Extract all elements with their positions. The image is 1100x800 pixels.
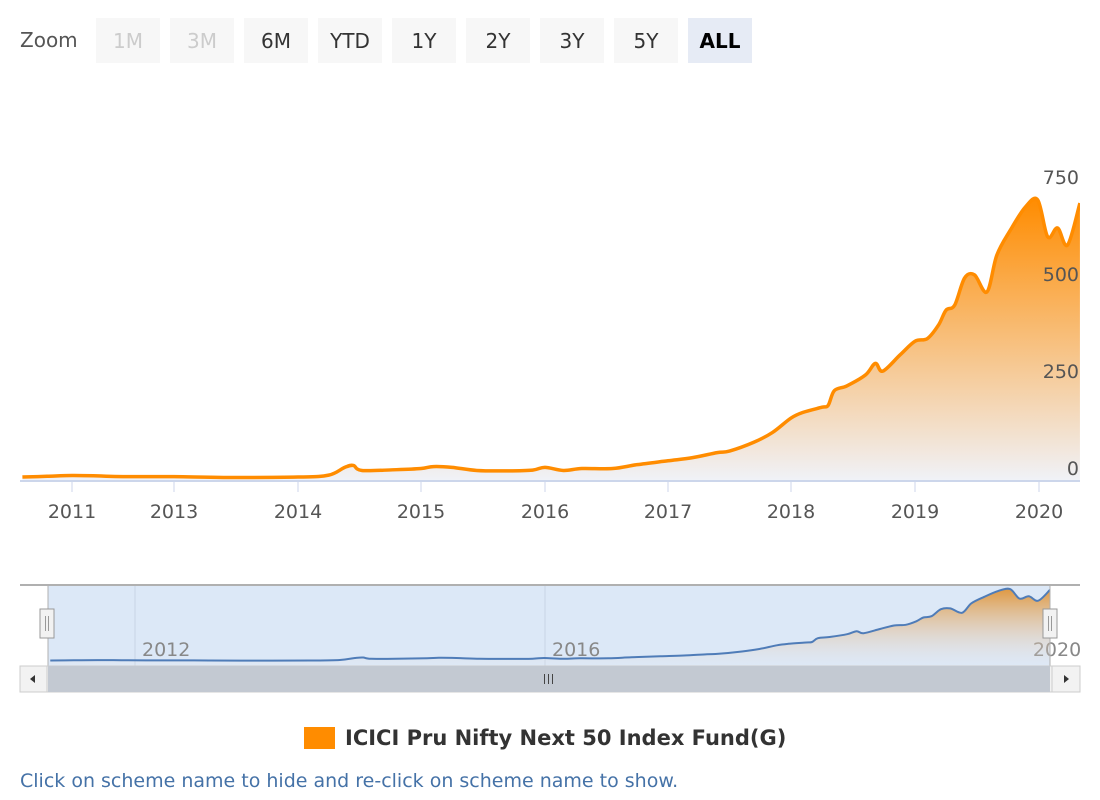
legend-swatch <box>304 727 335 749</box>
range-button-1m: 1M <box>96 18 160 63</box>
navigator-tick-label: 2016 <box>552 639 600 661</box>
y-tick-label: 750 <box>1043 167 1079 189</box>
x-tick-label: 2016 <box>521 501 569 523</box>
navigator-area <box>50 588 1050 666</box>
x-tick-label: 2020 <box>1015 501 1063 523</box>
legend-label: ICICI Pru Nifty Next 50 Index Fund(G) <box>345 726 787 750</box>
legend-item[interactable]: ICICI Pru Nifty Next 50 Index Fund(G) <box>304 726 786 750</box>
y-tick-label: 500 <box>1043 264 1079 286</box>
series-line[interactable] <box>22 196 1080 480</box>
range-button-3m: 3M <box>170 18 234 63</box>
x-tick-label: 2014 <box>274 501 322 523</box>
x-tick-label: 2017 <box>644 501 692 523</box>
scroll-left-button[interactable] <box>19 665 48 693</box>
x-tick-label: 2013 <box>150 501 198 523</box>
range-button-1y[interactable]: 1Y <box>392 18 456 63</box>
navigator-handle-left[interactable] <box>39 608 55 639</box>
x-tick-label: 2019 <box>891 501 939 523</box>
zoom-label: Zoom <box>20 28 78 52</box>
scroll-right-button[interactable] <box>1051 665 1081 693</box>
navigator-line <box>50 587 1050 662</box>
y-tick-label: 250 <box>1043 361 1079 383</box>
stock-chart: 2011 2013 2014 2015 2016 2017 2018 2019 2020 0 25… <box>19 167 1081 693</box>
arrow-left-icon <box>30 675 35 683</box>
range-button-5y[interactable]: 5Y <box>614 18 678 63</box>
range-button-6m[interactable]: 6M <box>244 18 308 63</box>
navigator-tick-label: 2012 <box>142 639 190 661</box>
navigator-handle-right[interactable] <box>1042 608 1058 639</box>
y-tick-label: 0 <box>1067 458 1079 480</box>
x-tick-label: 2018 <box>767 501 815 523</box>
x-tick-label: 2015 <box>397 501 445 523</box>
x-tick-label: 2011 <box>48 501 96 523</box>
footer-note: Click on scheme name to hide and re-clic… <box>20 770 679 792</box>
range-button-all[interactable]: ALL <box>688 18 752 63</box>
range-button-3y[interactable]: 3Y <box>540 18 604 63</box>
scrollbar-grip-icon <box>544 674 553 684</box>
range-button-2y[interactable]: 2Y <box>466 18 530 63</box>
range-button-ytd[interactable]: YTD <box>318 18 382 63</box>
arrow-right-icon <box>1064 675 1069 683</box>
